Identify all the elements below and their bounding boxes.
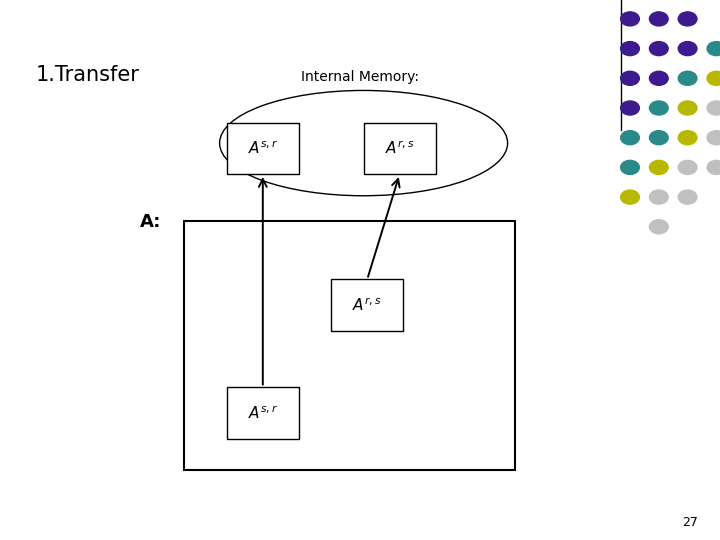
Circle shape <box>707 101 720 115</box>
Circle shape <box>649 71 668 85</box>
Circle shape <box>707 42 720 56</box>
Text: $A^{s,r}$: $A^{s,r}$ <box>248 140 278 157</box>
Circle shape <box>678 190 697 204</box>
Circle shape <box>621 131 639 145</box>
Circle shape <box>678 42 697 56</box>
Circle shape <box>707 71 720 85</box>
Circle shape <box>649 220 668 234</box>
Circle shape <box>649 101 668 115</box>
Circle shape <box>649 190 668 204</box>
Text: $A^{s,r}$: $A^{s,r}$ <box>248 404 278 422</box>
Circle shape <box>678 160 697 174</box>
Text: 1.Transfer: 1.Transfer <box>36 65 140 85</box>
Circle shape <box>621 12 639 26</box>
Text: Internal Memory:: Internal Memory: <box>301 70 419 84</box>
Circle shape <box>621 71 639 85</box>
Text: $A^{r,s}$: $A^{r,s}$ <box>352 296 382 314</box>
Circle shape <box>649 160 668 174</box>
Bar <box>227 123 299 174</box>
Circle shape <box>707 131 720 145</box>
Bar <box>364 123 436 174</box>
Circle shape <box>678 101 697 115</box>
Text: $A^{r,s}$: $A^{r,s}$ <box>384 140 415 157</box>
Circle shape <box>649 131 668 145</box>
Circle shape <box>678 131 697 145</box>
Text: 27: 27 <box>683 516 698 529</box>
Circle shape <box>707 160 720 174</box>
Bar <box>184 221 515 470</box>
Text: A:: A: <box>140 213 162 231</box>
Circle shape <box>678 71 697 85</box>
Circle shape <box>649 12 668 26</box>
Circle shape <box>649 42 668 56</box>
Circle shape <box>621 160 639 174</box>
Circle shape <box>621 190 639 204</box>
Bar <box>331 280 403 330</box>
Circle shape <box>621 42 639 56</box>
Circle shape <box>678 12 697 26</box>
Circle shape <box>621 101 639 115</box>
Bar <box>227 388 299 438</box>
